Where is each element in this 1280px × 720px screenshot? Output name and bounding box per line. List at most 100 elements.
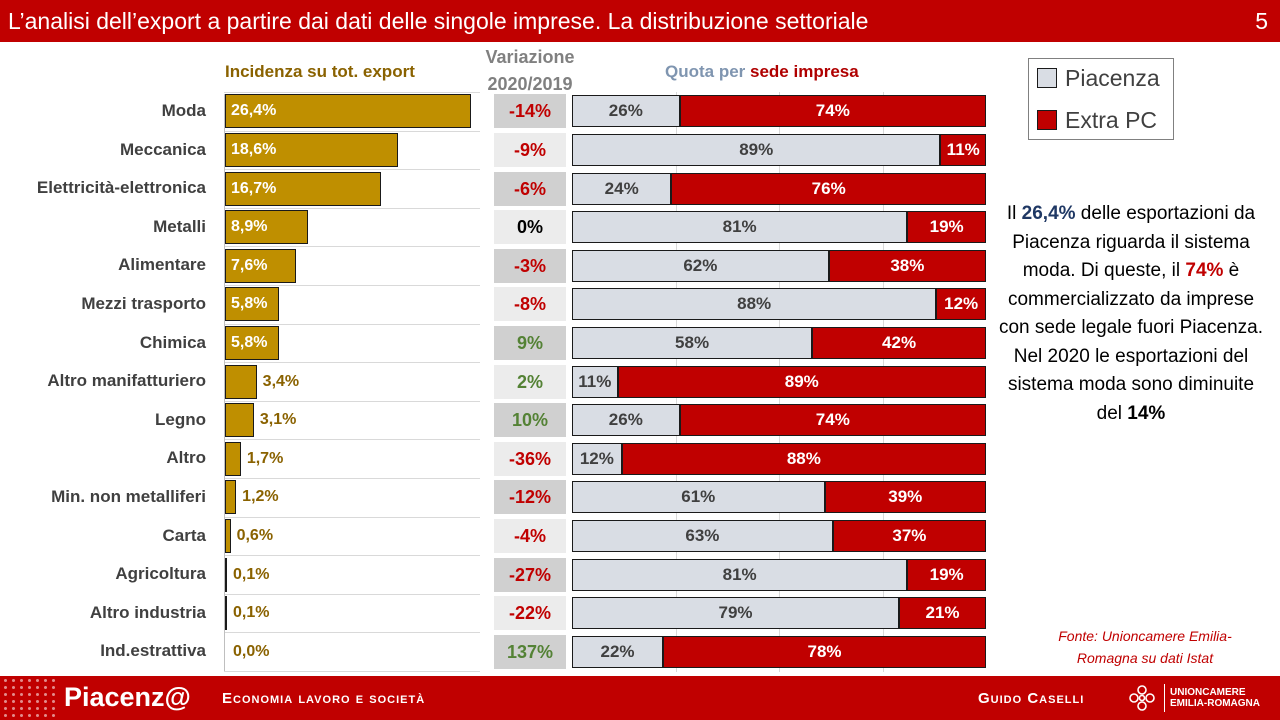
- quota-segment-piacenza: 61%: [572, 481, 825, 514]
- variation-cell: [494, 557, 566, 592]
- pattern-dot: [44, 700, 47, 703]
- incidence-bar: [225, 248, 296, 283]
- page-number: 5: [1255, 8, 1268, 34]
- incidence-axis-line: [224, 94, 225, 671]
- incidence-bar: [225, 441, 241, 476]
- quota-segment-piacenza: 11%: [572, 365, 618, 398]
- quota-chart-title: Quota per sede impresa: [665, 62, 859, 82]
- note-text-1: Il: [1006, 203, 1022, 224]
- incidence-value-label: 7,6%: [231, 256, 268, 274]
- pattern-dot: [28, 686, 31, 689]
- pattern-dot: [4, 700, 7, 703]
- variation-cell: [494, 248, 566, 283]
- note-text-2: delle esportazioni da Piacenza riguarda …: [1012, 203, 1256, 281]
- row-gridline: [224, 439, 480, 441]
- legend-swatch-extra-pc: [1037, 109, 1057, 130]
- brand-tagline: Economia lavoro e società: [222, 690, 426, 707]
- pattern-dot: [36, 707, 39, 710]
- variation-value-label: -14%: [508, 101, 552, 122]
- incidence-value-label: 0,6%: [236, 526, 274, 544]
- note-text-3: è commercializzato da imprese con sede l…: [998, 260, 1264, 424]
- row-gridline: [224, 246, 480, 248]
- pattern-dot: [12, 679, 15, 682]
- quota-segment-extra-pc: 12%: [936, 288, 986, 321]
- variation-title-line1: Variazione: [485, 47, 575, 67]
- variation-cell: [494, 364, 566, 399]
- incidence-value-label: 0,1%: [233, 604, 270, 622]
- category-label-altro-industria: Altro industria: [89, 602, 206, 622]
- pattern-dot: [12, 700, 15, 703]
- row-gridline: [224, 400, 480, 402]
- variation-cell: [494, 403, 566, 438]
- quota-segment-piacenza: 26%: [572, 95, 680, 128]
- quota-segment-extra-pc: 78%: [663, 635, 986, 668]
- variation-cell: [494, 480, 566, 515]
- incidence-value-label: 3,4%: [262, 372, 300, 390]
- quota-segment-piacenza: 79%: [572, 597, 900, 630]
- pattern-dot: [36, 693, 39, 696]
- pattern-dot: [4, 714, 7, 717]
- variation-value-label: -8%: [513, 294, 546, 315]
- category-label-legno: Legno: [155, 409, 206, 429]
- quota-segment-piacenza: 63%: [572, 519, 833, 552]
- pattern-dot: [36, 700, 39, 703]
- legend-swatch-piacenza: [1037, 67, 1057, 88]
- incidence-value-label: 1,7%: [246, 449, 284, 467]
- incidence-bar: [225, 287, 280, 322]
- incidence-bar: [225, 480, 237, 515]
- incidence-bar: [225, 403, 254, 438]
- source-line1: Fonte: Unioncamere Emilia-: [1058, 628, 1232, 644]
- incidence-bar: [225, 557, 227, 592]
- incidence-gridlines: [224, 92, 480, 672]
- incidence-value-label: 1,2%: [242, 488, 279, 506]
- incidence-value-label: 5,8%: [231, 333, 268, 351]
- legend-label-extra-pc: Extra PC: [1065, 107, 1158, 133]
- quota-segment-piacenza: 26%: [572, 404, 680, 437]
- incidence-bar: [225, 364, 257, 399]
- quota-segment-piacenza: 81%: [572, 211, 908, 244]
- incidence-value-label: 18,6%: [231, 140, 277, 158]
- variation-value-label: -3%: [513, 255, 546, 276]
- category-label-chimica: Chimica: [139, 332, 206, 352]
- row-gridline: [224, 593, 480, 595]
- quota-segment-piacenza: 24%: [572, 172, 672, 205]
- row-gridline: [224, 92, 480, 93]
- variation-cell: [494, 634, 566, 669]
- quota-segment-piacenza: 62%: [572, 249, 829, 282]
- quota-segment-extra-pc: 89%: [617, 365, 986, 398]
- pattern-dot: [12, 686, 15, 689]
- incidence-value-label: 0,0%: [233, 642, 270, 660]
- legend-item-extra-pc: Extra PC: [1037, 107, 1157, 137]
- row-gridline: [224, 632, 480, 634]
- pattern-dot: [4, 707, 7, 710]
- pattern-dot: [52, 693, 55, 696]
- row-gridline: [224, 323, 480, 325]
- row-gridline: [224, 207, 480, 209]
- variation-title-line2: 2020/2019: [487, 74, 573, 94]
- brand-name: Piacenz@: [64, 682, 191, 712]
- variation-value-label: 9%: [516, 332, 543, 353]
- quota-segment-extra-pc: 74%: [679, 404, 986, 437]
- pattern-dot: [20, 693, 23, 696]
- incidence-chart-title: Incidenza su tot. export: [225, 62, 415, 81]
- incidence-value-label: 0,1%: [233, 565, 270, 583]
- pattern-dot: [44, 693, 47, 696]
- variation-value-label: 2%: [516, 371, 543, 392]
- footer-bar: Piacenz@ Economia lavoro e società Guido…: [0, 676, 1280, 720]
- quota-segment-extra-pc: 21%: [899, 597, 986, 630]
- note-value-share: 26,4%: [1021, 203, 1076, 224]
- dot-pattern: [0, 676, 60, 720]
- header-bar: L’analisi dell’export a partire dai dati…: [0, 0, 1280, 42]
- legend: Piacenza Extra PC: [1028, 58, 1174, 140]
- incidence-value-label: 5,8%: [231, 295, 268, 313]
- category-label-altro-manifatturiero: Altro manifatturiero: [47, 371, 206, 391]
- variation-cell: [494, 171, 566, 206]
- pattern-dot: [28, 700, 31, 703]
- source-note: Fonte: Unioncamere Emilia- Romagna su da…: [1028, 625, 1262, 669]
- category-label-elettricita-elettronica: Elettricità-elettronica: [36, 178, 206, 198]
- incidence-bar: [225, 132, 399, 167]
- category-label-min-non-metalliferi: Min. non metalliferi: [51, 487, 206, 506]
- incidence-bar: [225, 596, 227, 631]
- row-gridline: [224, 671, 480, 672]
- row-gridline: [224, 555, 480, 557]
